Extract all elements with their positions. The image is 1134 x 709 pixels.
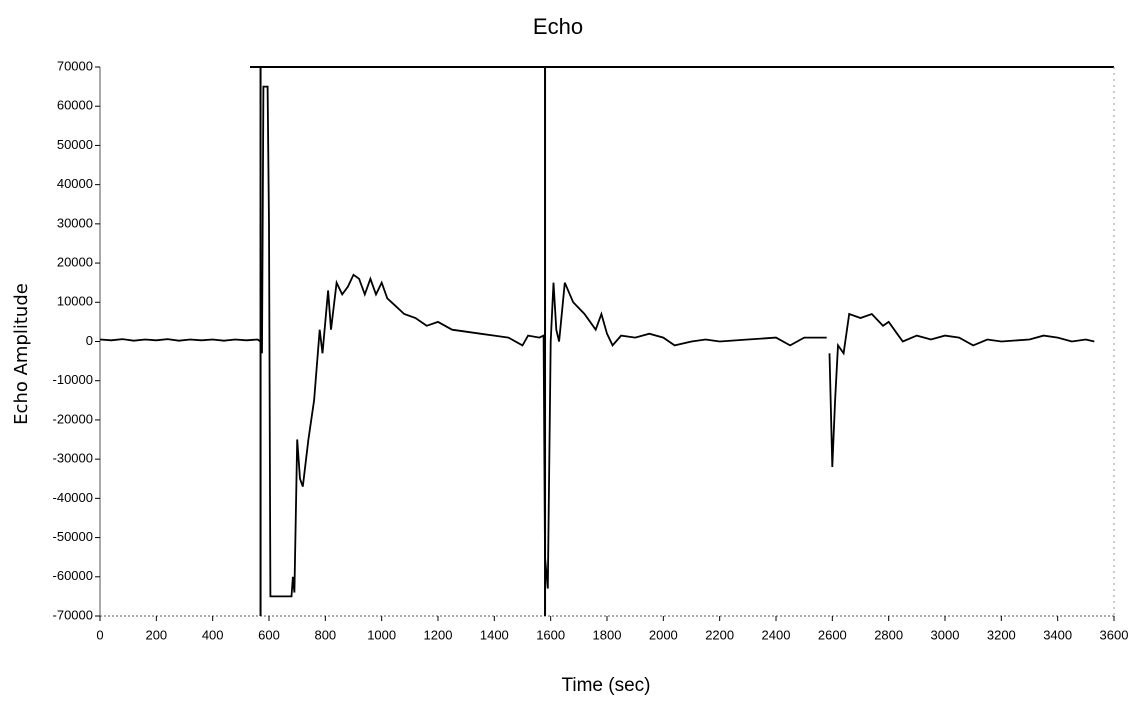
x-tick-label: 2600 bbox=[818, 627, 847, 642]
x-axis-label: Time (sec) bbox=[561, 675, 650, 696]
x-tick-label: 1600 bbox=[536, 627, 565, 642]
y-tick-label: 30000 bbox=[57, 215, 93, 230]
x-tick-label: 0 bbox=[96, 627, 103, 642]
x-tick-label: 2400 bbox=[762, 627, 791, 642]
x-tick-label: 2000 bbox=[649, 627, 678, 642]
x-tick-label: 1200 bbox=[424, 627, 453, 642]
y-axis-label: Echo Amplitude bbox=[11, 283, 32, 425]
x-tick-label: 3000 bbox=[931, 627, 960, 642]
y-tick-label: 50000 bbox=[57, 137, 93, 152]
y-tick-label: -10000 bbox=[53, 372, 93, 387]
x-tick-label: 3600 bbox=[1100, 627, 1129, 642]
x-tick-label: 2800 bbox=[874, 627, 903, 642]
x-tick-label: 1000 bbox=[367, 627, 396, 642]
x-tick-label: 400 bbox=[202, 627, 224, 642]
y-tick-label: 20000 bbox=[57, 255, 93, 270]
x-tick-label: 200 bbox=[145, 627, 167, 642]
y-tick-label: 10000 bbox=[57, 294, 93, 309]
chart-title: Echo bbox=[533, 14, 583, 39]
x-tick-label: 800 bbox=[314, 627, 336, 642]
x-tick-label: 1400 bbox=[480, 627, 509, 642]
y-tick-label: 70000 bbox=[57, 58, 93, 73]
x-tick-label: 2200 bbox=[705, 627, 734, 642]
y-tick-label: 60000 bbox=[57, 98, 93, 113]
y-tick-label: -70000 bbox=[53, 607, 93, 622]
y-tick-label: -60000 bbox=[53, 568, 93, 583]
series-line bbox=[99, 85, 1095, 598]
y-tick-label: -50000 bbox=[53, 529, 93, 544]
y-tick-label: -20000 bbox=[53, 411, 93, 426]
y-tick-label: -30000 bbox=[53, 451, 93, 466]
y-tick-label: 40000 bbox=[57, 176, 93, 191]
y-tick-label: 0 bbox=[86, 333, 93, 348]
x-tick-label: 3200 bbox=[987, 627, 1016, 642]
x-tick-label: 3400 bbox=[1043, 627, 1072, 642]
x-tick-label: 1800 bbox=[593, 627, 622, 642]
y-tick-label: -40000 bbox=[53, 490, 93, 505]
x-tick-label: 600 bbox=[258, 627, 280, 642]
